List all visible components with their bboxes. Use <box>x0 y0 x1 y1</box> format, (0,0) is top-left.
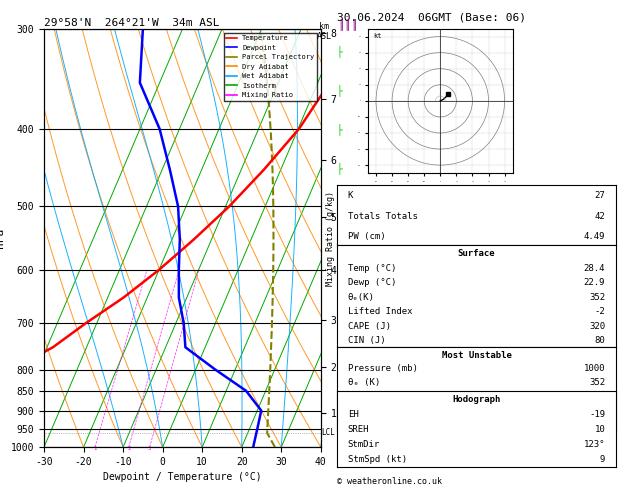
Text: 352: 352 <box>589 293 605 302</box>
Text: Temp (°C): Temp (°C) <box>348 263 396 273</box>
Text: ├: ├ <box>337 84 342 96</box>
Text: Lifted Index: Lifted Index <box>348 307 412 316</box>
Text: ║: ║ <box>351 17 357 30</box>
Text: Mixing Ratio (g/kg): Mixing Ratio (g/kg) <box>326 191 335 286</box>
Text: Surface: Surface <box>458 249 495 258</box>
Text: θₑ (K): θₑ (K) <box>348 378 380 387</box>
Text: ║: ║ <box>345 17 350 30</box>
Text: -19: -19 <box>589 410 605 419</box>
Y-axis label: hPa: hPa <box>0 228 5 248</box>
Text: Lifted Index: Lifted Index <box>348 392 412 401</box>
Text: 29°58'N  264°21'W  34m ASL: 29°58'N 264°21'W 34m ASL <box>44 18 220 28</box>
Text: 30.06.2024  06GMT (Base: 06): 30.06.2024 06GMT (Base: 06) <box>337 12 525 22</box>
Text: 28.4: 28.4 <box>584 263 605 273</box>
Text: 2: 2 <box>127 446 130 451</box>
Text: 1: 1 <box>93 446 96 451</box>
Text: 10: 10 <box>594 425 605 434</box>
Text: ├: ├ <box>337 162 342 174</box>
Text: 320: 320 <box>589 322 605 331</box>
Text: 3: 3 <box>148 446 152 451</box>
Text: 123°: 123° <box>584 440 605 449</box>
Text: 80: 80 <box>594 336 605 346</box>
Text: Pressure (mb): Pressure (mb) <box>348 364 418 373</box>
Text: CIN (J): CIN (J) <box>348 419 386 429</box>
Text: -2: -2 <box>594 392 605 401</box>
Text: ║: ║ <box>338 17 344 30</box>
Text: 71: 71 <box>594 419 605 429</box>
Text: EH: EH <box>348 410 359 419</box>
Text: CAPE (J): CAPE (J) <box>348 406 391 415</box>
Text: 1000: 1000 <box>584 364 605 373</box>
Text: km
ASL: km ASL <box>316 22 331 41</box>
Text: CIN (J): CIN (J) <box>348 336 386 346</box>
Text: © weatheronline.co.uk: © weatheronline.co.uk <box>337 477 442 486</box>
Text: θₑ(K): θₑ(K) <box>348 293 375 302</box>
Text: Dewp (°C): Dewp (°C) <box>348 278 396 287</box>
Text: K: K <box>348 191 353 200</box>
Text: ├: ├ <box>337 45 342 57</box>
Text: PW (cm): PW (cm) <box>348 232 386 241</box>
Text: kt: kt <box>373 33 381 39</box>
Text: ├: ├ <box>337 123 342 135</box>
Text: 22.9: 22.9 <box>584 278 605 287</box>
X-axis label: Dewpoint / Temperature (°C): Dewpoint / Temperature (°C) <box>103 472 262 483</box>
Text: Hodograph: Hodograph <box>452 395 501 404</box>
Text: 42: 42 <box>594 211 605 221</box>
Legend: Temperature, Dewpoint, Parcel Trajectory, Dry Adiabat, Wet Adiabat, Isotherm, Mi: Temperature, Dewpoint, Parcel Trajectory… <box>223 33 317 101</box>
Text: Totals Totals: Totals Totals <box>348 211 418 221</box>
Text: 27: 27 <box>594 191 605 200</box>
Text: 4.49: 4.49 <box>584 232 605 241</box>
Text: -2: -2 <box>594 307 605 316</box>
Text: LCL: LCL <box>321 429 335 437</box>
Text: Most Unstable: Most Unstable <box>442 350 511 360</box>
Text: StmDir: StmDir <box>348 440 380 449</box>
Text: CAPE (J): CAPE (J) <box>348 322 391 331</box>
Text: 9: 9 <box>600 455 605 464</box>
Text: 352: 352 <box>589 378 605 387</box>
Text: StmSpd (kt): StmSpd (kt) <box>348 455 407 464</box>
Text: 332: 332 <box>589 406 605 415</box>
Text: SREH: SREH <box>348 425 369 434</box>
